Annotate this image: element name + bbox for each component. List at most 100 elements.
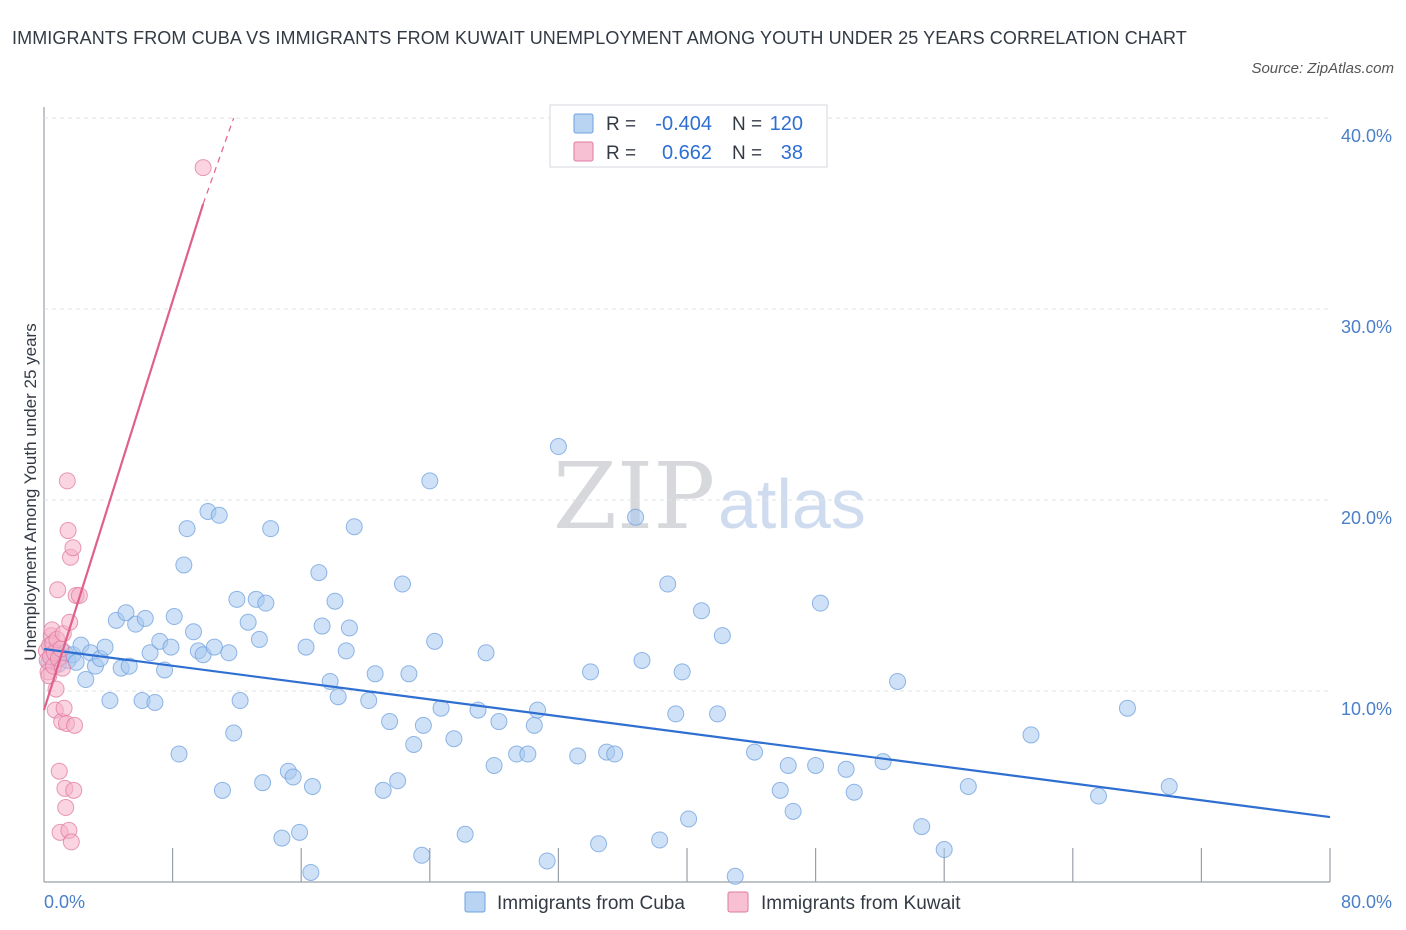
point-cuba (746, 743, 764, 761)
trend-line-cuba (43, 647, 1331, 819)
point-cuba (477, 644, 495, 662)
stats-legend-box (549, 104, 828, 168)
point-kuwait (194, 159, 212, 177)
point-cuba (96, 638, 114, 656)
point-cuba (313, 617, 331, 635)
x-axis-ticks (172, 848, 1331, 882)
point-cuba (811, 594, 829, 612)
point-cuba (590, 835, 608, 853)
point-cuba (1022, 726, 1040, 744)
point-cuba (141, 644, 159, 662)
y-tick-label: 10.0% (1341, 699, 1392, 719)
y-tick-label: 40.0% (1341, 126, 1392, 146)
point-cuba (366, 665, 384, 683)
point-cuba (485, 756, 503, 774)
point-kuwait (55, 699, 73, 717)
point-cuba (360, 692, 378, 710)
legend-r-label-kuwait: R = (606, 143, 636, 164)
point-cuba (175, 556, 193, 574)
point-cuba (659, 575, 677, 593)
point-cuba (405, 735, 423, 753)
point-cuba (205, 638, 223, 656)
point-cuba (273, 829, 291, 847)
point-cuba (525, 716, 543, 734)
point-cuba (837, 760, 855, 778)
point-cuba (231, 692, 249, 710)
point-kuwait (57, 799, 75, 817)
point-cuba (414, 716, 432, 734)
series-legend-swatch-kuwait (727, 891, 749, 913)
point-cuba (889, 672, 907, 690)
point-cuba (651, 831, 669, 849)
legend-r-value-cuba: -0.404 (655, 113, 712, 135)
point-cuba (326, 592, 344, 610)
point-cuba (262, 520, 280, 538)
series-legend-label-cuba: Immigrants from Cuba (497, 893, 685, 914)
point-cuba (726, 867, 744, 885)
point-cuba (345, 518, 363, 536)
point-cuba (393, 575, 411, 593)
y-axis-label: Unemployment Among Youth under 25 years (21, 323, 40, 660)
point-cuba (389, 772, 407, 790)
legend-n-value-kuwait: 38 (781, 142, 803, 164)
point-kuwait (65, 781, 83, 799)
point-cuba (250, 630, 268, 648)
point-cuba (101, 692, 119, 710)
point-cuba (297, 638, 315, 656)
point-cuba (400, 665, 418, 683)
point-cuba (184, 623, 202, 641)
point-cuba (146, 693, 164, 711)
point-cuba (538, 852, 556, 870)
point-cuba (170, 745, 188, 763)
point-cuba (633, 651, 651, 669)
point-cuba (445, 730, 463, 748)
point-cuba (456, 825, 474, 843)
point-kuwait (50, 762, 68, 780)
chart-source: Source: ZipAtlas.com (1251, 60, 1394, 77)
series-legend-label-kuwait: Immigrants from Kuwait (761, 893, 961, 914)
stats-legend: R = -0.404 N = 120 R = 0.662 N = 38 (549, 104, 828, 168)
legend-swatch-kuwait (573, 141, 594, 162)
watermark-atlas: atlas (718, 465, 866, 543)
point-cuba (913, 818, 931, 836)
legend-n-label-kuwait: N = (732, 143, 762, 164)
x-tick-label-min: 0.0% (44, 892, 85, 912)
x-tick-label-max: 80.0% (1341, 892, 1392, 912)
point-cuba (302, 863, 320, 881)
point-cuba (310, 564, 328, 582)
point-cuba (257, 594, 275, 612)
series-legend: Immigrants from Cuba Immigrants from Kuw… (464, 891, 961, 914)
legend-swatch-cuba (573, 113, 594, 134)
point-cuba (136, 609, 154, 627)
point-cuba (421, 472, 439, 490)
point-cuba (680, 810, 698, 828)
point-cuba (845, 783, 863, 801)
series-legend-swatch-cuba (464, 891, 486, 913)
y-tick-label: 20.0% (1341, 508, 1392, 528)
point-cuba (284, 768, 302, 786)
point-kuwait (59, 522, 77, 540)
trend-line-kuwait-extension (202, 117, 235, 205)
point-cuba (228, 590, 246, 608)
point-cuba (340, 619, 358, 637)
legend-n-value-cuba: 120 (770, 113, 803, 135)
legend-r-label-cuba: R = (606, 114, 636, 135)
y-tick-labels: 10.0% 20.0% 30.0% 40.0% (1341, 126, 1392, 719)
point-cuba (303, 778, 321, 795)
point-cuba (874, 753, 892, 771)
point-cuba (120, 657, 138, 675)
point-kuwait (58, 472, 76, 490)
point-cuba (667, 705, 685, 723)
point-cuba (213, 781, 231, 799)
point-cuba (709, 705, 727, 723)
point-cuba (713, 627, 731, 645)
point-cuba (606, 745, 624, 763)
point-cuba (771, 781, 789, 799)
point-cuba (254, 774, 272, 792)
y-tick-label: 30.0% (1341, 317, 1392, 337)
point-cuba (490, 713, 508, 731)
point-cuba (1160, 778, 1178, 795)
point-cuba (784, 802, 802, 820)
point-cuba (582, 663, 600, 681)
